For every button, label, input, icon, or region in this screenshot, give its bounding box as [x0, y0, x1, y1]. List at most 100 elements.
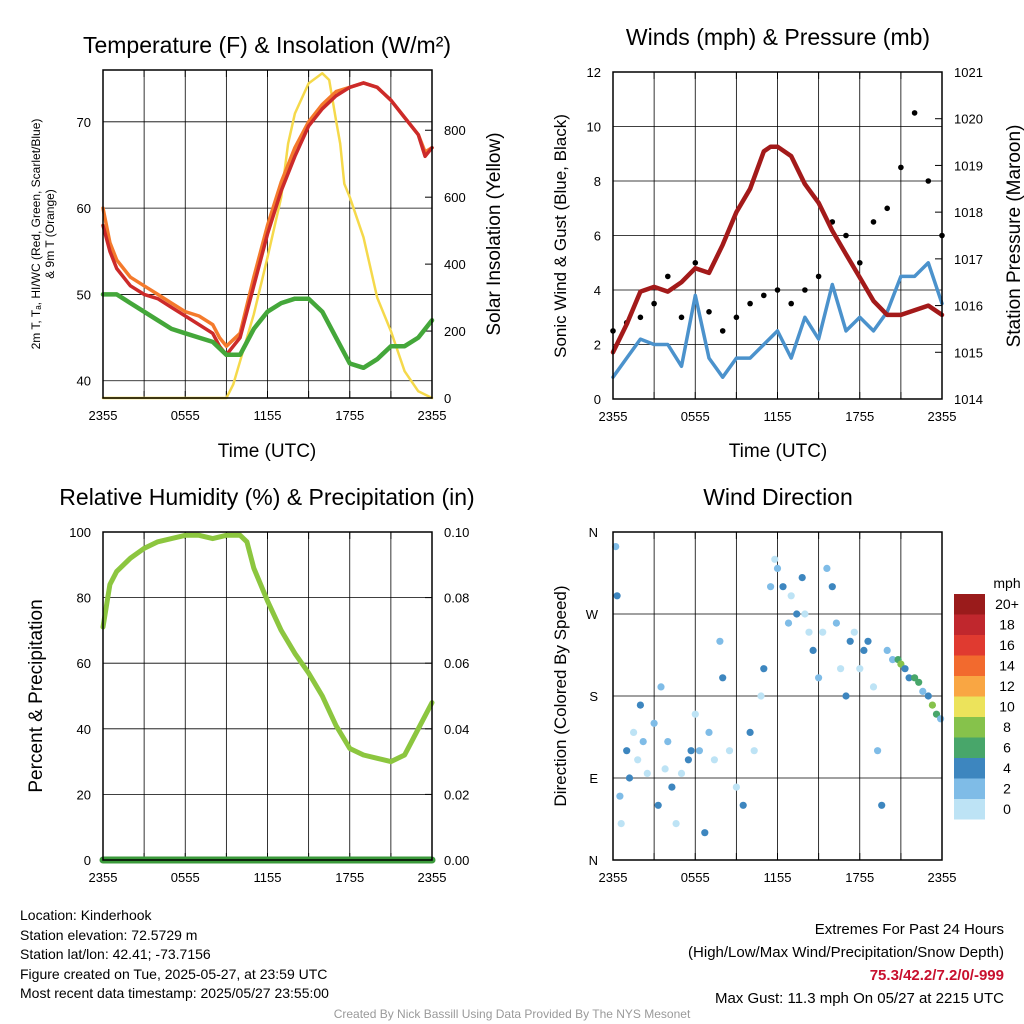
station-info: Location: Kinderhook Station elevation: … — [20, 906, 329, 1004]
direction-point — [719, 674, 727, 682]
direction-point — [691, 710, 699, 718]
x-tick-label: 2355 — [89, 408, 118, 423]
y-tick-label-left: 70 — [77, 115, 91, 130]
x-tick-label: 1155 — [254, 870, 282, 885]
legend-label: 2 — [1003, 781, 1011, 797]
direction-point — [815, 674, 823, 682]
legend-swatch — [954, 635, 985, 656]
gust-point — [692, 260, 699, 266]
x-axis-label-winds: Time (UTC) — [729, 441, 828, 462]
direction-point — [915, 678, 923, 686]
direction-tick-label: S — [589, 689, 598, 704]
direction-point — [643, 769, 651, 778]
gust-point — [637, 314, 644, 321]
gust-point — [733, 314, 740, 321]
direction-point — [846, 637, 854, 645]
extremes-title: Extremes For Past 24 Hours — [814, 921, 1004, 938]
direction-point — [684, 756, 693, 764]
direction-point — [901, 665, 909, 673]
gust-point — [774, 287, 781, 293]
y-tick-label-right: 0.04 — [444, 722, 469, 737]
x-tick-label: 2355 — [89, 870, 118, 885]
direction-point — [757, 692, 765, 700]
y-tick-label-right: 1017 — [954, 252, 983, 267]
gust-point — [843, 232, 849, 239]
direction-point — [739, 801, 747, 809]
legend-label: 20+ — [995, 596, 1019, 612]
x-tick-label: 0555 — [681, 870, 710, 885]
legend-swatch — [954, 655, 985, 676]
chart-title-humidity: Relative Humidity (%) & Precipitation (i… — [59, 484, 474, 510]
direction-point — [710, 756, 719, 764]
legend-label: 0 — [1003, 801, 1011, 817]
direction-point — [823, 564, 831, 573]
direction-point — [784, 619, 793, 627]
x-tick-label: 1755 — [335, 408, 364, 423]
y-tick-label-left: 0 — [84, 853, 91, 868]
direction-tick-label: N — [589, 853, 598, 868]
series-insolation-line — [101, 72, 434, 400]
gust-point — [815, 273, 822, 280]
direction-point — [869, 683, 878, 691]
gust-point — [651, 300, 657, 307]
y-tick-label-right: 1015 — [954, 345, 983, 360]
x-tick-label: 1155 — [764, 409, 792, 424]
y-tick-label-right: 0.00 — [444, 853, 469, 868]
elevation-text: Station elevation: 72.5729 m — [20, 926, 198, 943]
legend-swatch — [954, 614, 985, 635]
direction-point — [832, 619, 841, 627]
direction-point — [664, 738, 672, 746]
gust-point — [747, 300, 753, 307]
plot-frame-winds — [612, 71, 943, 400]
chart-title-temperature: Temperature (F) & Insolation (W/m²) — [83, 32, 451, 58]
gust-point — [884, 205, 890, 212]
legend-label: 12 — [999, 678, 1015, 694]
y-tick-label-left: 20 — [77, 787, 91, 802]
y-tick-label-right: 0.06 — [444, 656, 469, 671]
direction-point — [924, 692, 932, 700]
direction-point — [616, 792, 624, 800]
direction-point — [850, 628, 858, 636]
x-tick-label: 2355 — [599, 409, 628, 424]
chart-title-wind-direction: Wind Direction — [703, 484, 853, 510]
x-tick-label: 1155 — [254, 408, 282, 423]
x-tick-label: 1755 — [335, 870, 364, 885]
legend-label: 18 — [999, 617, 1015, 633]
gust-point — [870, 219, 877, 225]
y-tick-label-left: 8 — [594, 174, 601, 189]
direction-point — [805, 628, 813, 636]
extremes-panel: Extremes For Past 24 Hours (High/Low/Max… — [688, 918, 1004, 1010]
direction-point — [725, 747, 734, 755]
y-axis-label-temperature: 2m T, Tₐ, HI/WC (Red, Green, Scarlet/Blu… — [29, 119, 43, 350]
plot-frame-humidity — [102, 531, 433, 861]
y-tick-label-right: 800 — [444, 123, 466, 138]
y-tick-label-right: 1019 — [954, 158, 983, 173]
direction-point — [819, 628, 827, 636]
gust-point — [706, 309, 712, 315]
legend-label: 16 — [999, 637, 1015, 653]
y-tick-label-left: 4 — [594, 283, 601, 298]
legend-label: 4 — [1003, 760, 1011, 776]
y-axis-label-pressure: Station Pressure (Maroon) — [1004, 125, 1024, 348]
direction-point — [837, 665, 845, 673]
legend-label: 10 — [999, 699, 1015, 715]
direction-point — [639, 738, 647, 746]
y-tick-label-right: 0.02 — [444, 787, 469, 802]
direction-point — [767, 583, 775, 591]
y-tick-label-left: 60 — [77, 201, 91, 216]
y-tick-label-left: 50 — [77, 287, 91, 302]
direction-point — [617, 820, 625, 828]
y-tick-label-left: 0 — [594, 392, 601, 407]
direction-point — [623, 747, 631, 755]
direction-point — [919, 687, 927, 696]
direction-point — [932, 710, 941, 718]
gust-point — [788, 300, 794, 307]
y-tick-label-left: 60 — [77, 656, 91, 671]
gust-point — [857, 260, 863, 266]
gust-point — [802, 287, 808, 293]
y-tick-label-left: 100 — [69, 525, 91, 540]
y-tick-label-right: 0.10 — [444, 525, 469, 540]
legend-label: 14 — [999, 658, 1015, 674]
y-tick-label-right: 600 — [444, 190, 466, 205]
x-tick-label: 2355 — [599, 870, 628, 885]
